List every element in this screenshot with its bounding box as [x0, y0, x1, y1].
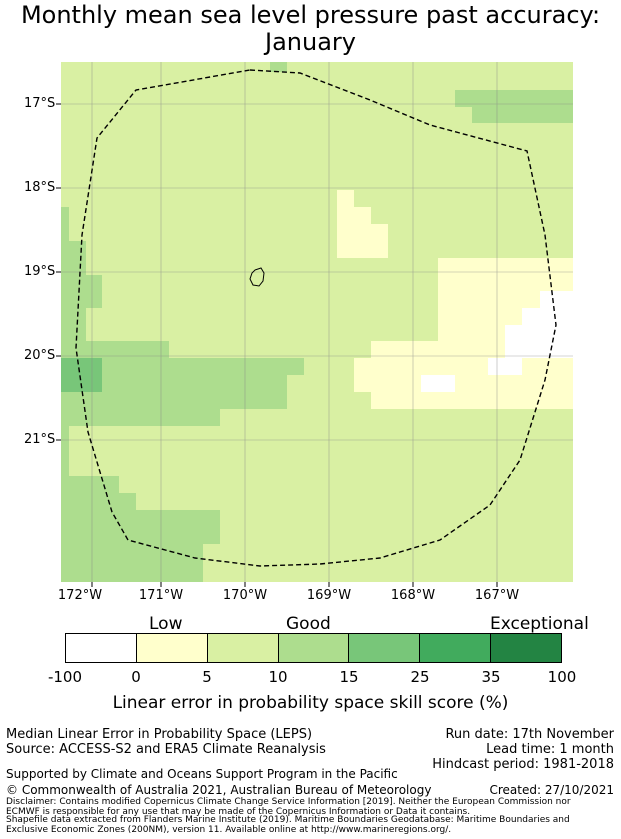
- lat-label-19s: 19°S: [24, 264, 55, 279]
- legend-category-low: Low: [149, 614, 182, 634]
- lat-label-20s: 20°S: [24, 348, 55, 363]
- lon-label-170w: 170°W: [215, 588, 275, 603]
- patch-moderate: [61, 275, 102, 308]
- patch-moderate: [61, 207, 69, 241]
- legend-category-good: Good: [286, 614, 331, 634]
- created-date: Created: 27/10/2021: [489, 783, 614, 798]
- colorbar-tick: 15: [324, 668, 374, 686]
- colorbar-label: Linear error in probability space skill …: [0, 693, 621, 713]
- colorbar-tick: 100: [537, 668, 587, 686]
- colorbar-tick: 0: [111, 668, 161, 686]
- colorbar-tick: 5: [182, 668, 232, 686]
- lat-label-18s: 18°S: [24, 180, 55, 195]
- skill-grid: [61, 62, 573, 582]
- lead-time: Lead time: 1 month: [486, 742, 614, 757]
- lat-label-21s: 21°S: [24, 432, 55, 447]
- colorbar-swatch: [279, 634, 350, 662]
- skill-map: [0, 0, 621, 600]
- legend-category-exceptional: Exceptional: [490, 614, 589, 634]
- patch-none: [421, 375, 455, 392]
- hindcast-period: Hindcast period: 1981-2018: [432, 757, 614, 772]
- support-text: Supported by Climate and Oceans Support …: [6, 767, 398, 782]
- colorbar-tick: -100: [40, 668, 90, 686]
- lat-label-17s: 17°S: [24, 96, 55, 111]
- patch-moderate: [61, 426, 69, 476]
- method-text: Median Linear Error in Probability Space…: [6, 727, 312, 742]
- patch-moderate: [61, 241, 86, 275]
- colorbar-tick: 25: [395, 668, 445, 686]
- source-text: Source: ACCESS-S2 and ERA5 Climate Reana…: [6, 742, 326, 757]
- colorbar-swatch: [420, 634, 491, 662]
- disclaimer-text: Disclaimer: Contains modified Copernicus…: [6, 797, 606, 817]
- run-date: Run date: 17th November: [445, 727, 614, 742]
- copyright-text: © Commonwealth of Australia 2021, Austra…: [6, 783, 431, 798]
- patch-moderate: [270, 62, 287, 72]
- lon-label-171w: 171°W: [131, 588, 191, 603]
- colorbar-swatch: [491, 634, 561, 662]
- patch-moderate: [61, 308, 86, 342]
- colorbar: [65, 633, 562, 663]
- lon-label-167w: 167°W: [467, 588, 527, 603]
- colorbar-swatch: [66, 634, 137, 662]
- colorbar-swatch: [208, 634, 279, 662]
- lon-label-172w: 172°W: [50, 588, 110, 603]
- colorbar-tick: 10: [253, 668, 303, 686]
- patch-moderate: [61, 392, 287, 409]
- patch-good-strip: [287, 375, 304, 392]
- patch-moderate: [472, 106, 573, 123]
- colorbar-tick: 35: [466, 668, 516, 686]
- colorbar-swatch: [349, 634, 420, 662]
- colorbar-swatch: [137, 634, 208, 662]
- lon-label-169w: 169°W: [299, 588, 359, 603]
- patch-moderate: [455, 90, 573, 107]
- lon-label-168w: 168°W: [383, 588, 443, 603]
- shapefile-credit: Shapefile data extracted from Flanders M…: [6, 815, 606, 835]
